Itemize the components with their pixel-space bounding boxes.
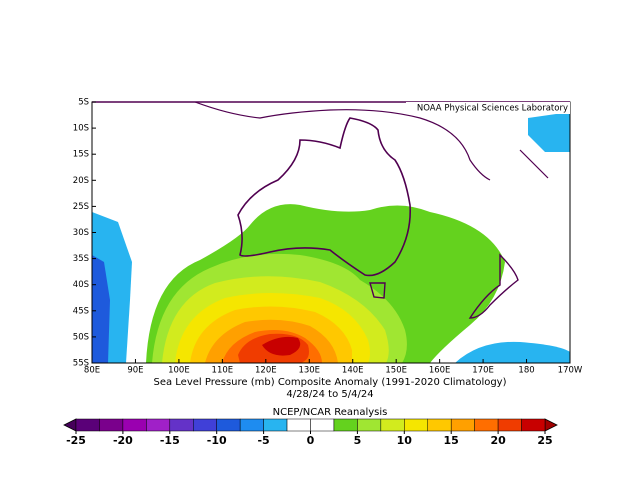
- x-tick-label: 170W: [558, 366, 583, 376]
- source: NCEP/NCAR Reanalysis: [273, 407, 388, 418]
- chart-subtitle: 4/28/24 to 5/4/24: [286, 389, 373, 400]
- colorbar-tick-label: 25: [537, 434, 552, 447]
- colorbar-under: [63, 418, 77, 432]
- map-field: [92, 102, 570, 363]
- colorbar-swatch: [380, 418, 405, 432]
- x-tick-label: 160E: [429, 366, 451, 376]
- colorbar-swatch: [75, 418, 100, 432]
- positive-contour: [262, 336, 301, 356]
- x-tick-label: 100E: [168, 366, 190, 376]
- colorbar-tick-label: 10: [397, 434, 413, 447]
- colorbar-swatch: [333, 418, 358, 432]
- y-tick-label: 55S: [73, 359, 89, 369]
- colorbar-tick-label: 20: [490, 434, 506, 447]
- colorbar-swatch: [99, 418, 124, 432]
- colorbar-tick-label: 15: [444, 434, 459, 447]
- colorbar-swatch: [404, 418, 428, 432]
- colorbar-over: [544, 418, 558, 432]
- y-tick-label: 10S: [73, 124, 89, 134]
- colorbar-swatch: [474, 418, 499, 432]
- colorbar-swatch: [216, 418, 241, 432]
- colorbar-swatch: [497, 418, 522, 432]
- colorbar-tick-label: -15: [160, 434, 180, 447]
- colorbar-tick-label: 0: [307, 434, 315, 447]
- y-tick-label: 25S: [73, 202, 89, 212]
- colorbar-swatch: [193, 418, 217, 432]
- colorbar-swatch: [263, 418, 288, 432]
- colorbar-swatch: [357, 418, 382, 432]
- x-tick-label: 130E: [298, 366, 320, 376]
- colorbar-swatch: [427, 418, 452, 432]
- x-tick-label: 90E: [127, 366, 143, 376]
- x-tick-label: 140E: [342, 366, 364, 376]
- y-tick-label: 40S: [73, 280, 89, 290]
- x-tick-label: 170E: [472, 366, 494, 376]
- colorbar-tick-label: 5: [354, 434, 362, 447]
- colorbar-tick-label: -20: [113, 434, 133, 447]
- y-tick-label: 30S: [73, 228, 89, 238]
- axes: 80E 90E 100E 110E 120E 130E 140E 150E 160E 170E 18…: [73, 98, 583, 376]
- colorbar: -25 -20 -15 -10 -5 0 5 10 15 20 25: [63, 418, 558, 447]
- credit: NOAA Physical Sciences Laboratory: [417, 104, 568, 114]
- negative-contour: [528, 112, 570, 152]
- colorbar-swatch: [450, 418, 475, 432]
- colorbar-swatch: [310, 418, 335, 432]
- x-tick-label: 120E: [255, 366, 277, 376]
- y-tick-label: 15S: [73, 150, 89, 160]
- colorbar-swatch: [169, 418, 194, 432]
- y-tick-label: 50S: [73, 332, 89, 342]
- coastline: [237, 117, 412, 277]
- negative-contour: [455, 341, 570, 363]
- y-tick-label: 35S: [73, 254, 89, 264]
- y-tick-label: 5S: [78, 98, 89, 108]
- colorbar-swatch: [146, 418, 171, 432]
- colorbar-tick-label: -25: [66, 434, 86, 447]
- y-tick-label: 20S: [73, 176, 89, 186]
- colorbar-tick-label: -10: [207, 434, 227, 447]
- x-tick-label: 80E: [84, 366, 100, 376]
- coastline: [369, 282, 386, 299]
- colorbar-swatch: [286, 418, 311, 432]
- x-tick-label: 150E: [385, 366, 407, 376]
- x-tick-label: 180: [518, 366, 534, 376]
- colorbar-swatch: [521, 418, 546, 432]
- colorbar-swatch: [122, 418, 147, 432]
- credit-box: [406, 102, 570, 114]
- negative-contour: [92, 255, 110, 363]
- coastline: [468, 253, 519, 319]
- colorbar-swatch: [239, 418, 264, 432]
- colorbar-tick-label: -5: [257, 434, 269, 447]
- coastline: [194, 102, 491, 181]
- x-tick-label: 110E: [212, 366, 234, 376]
- coastline: [519, 149, 549, 179]
- chart-title: Sea Level Pressure (mb) Composite Anomal…: [153, 377, 506, 388]
- y-tick-label: 45S: [73, 306, 89, 316]
